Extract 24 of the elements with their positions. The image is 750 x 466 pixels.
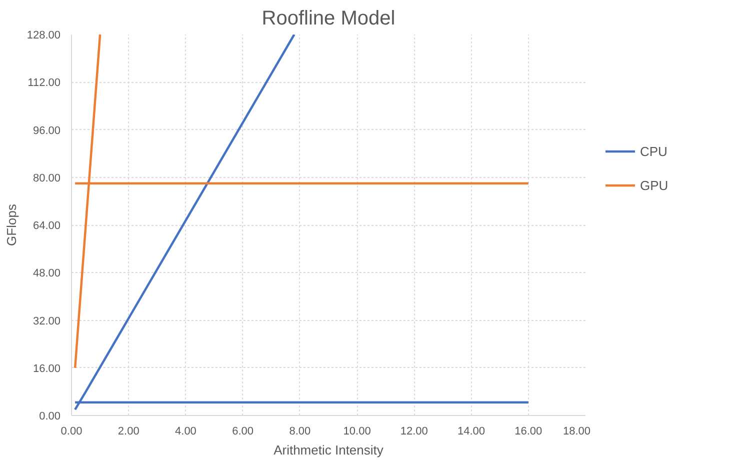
legend-label: GPU	[640, 178, 668, 192]
x-tick-label: 16.00	[514, 426, 542, 438]
x-tick-label: 2.00	[118, 426, 140, 438]
x-tick-label: 4.00	[175, 426, 196, 438]
y-tick-label: 112.00	[28, 77, 60, 90]
legend-label: CPU	[640, 144, 668, 158]
x-tick-label: 10.00	[343, 426, 371, 438]
x-tick-label: 18.00	[562, 426, 591, 438]
chart-title: Roofline Model	[262, 8, 396, 30]
y-tick-label: 48.00	[32, 268, 61, 280]
y-tick-label: 0.00	[39, 410, 61, 422]
y-tick-label: 128.00	[26, 30, 61, 42]
x-tick-label: 14.00	[458, 426, 486, 438]
y-tick-label: 32.00	[32, 315, 61, 328]
x-axis-title: Arithmetic Intensity	[274, 442, 384, 458]
y-tick-label: 96.00	[32, 124, 61, 137]
x-tick-label: 12.00	[400, 426, 428, 438]
y-tick-label: 64.00	[32, 220, 61, 232]
x-tick-label: 0.00	[60, 426, 82, 438]
x-tick-label: 6.00	[232, 426, 254, 438]
y-tick-label: 80.00	[32, 172, 61, 184]
x-tick-label: 8.00	[289, 426, 311, 438]
y-axis-title: GFlops	[4, 204, 19, 246]
y-tick-label: 16.00	[32, 362, 61, 375]
